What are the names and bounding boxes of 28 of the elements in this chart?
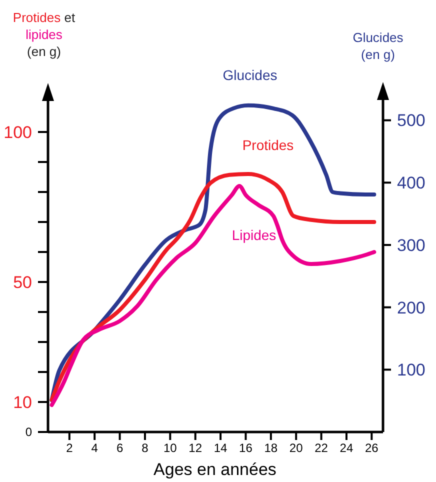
x-tick-label: 10 xyxy=(163,441,178,455)
y2-tick-label: 200 xyxy=(397,298,426,318)
y-tick-label: 100 xyxy=(4,122,32,142)
x-tick-label: 4 xyxy=(91,441,98,455)
series-label: Protides xyxy=(242,137,294,153)
y2-tick-label: 400 xyxy=(397,174,426,193)
series-label: Lipides xyxy=(232,227,276,243)
x-tick-label: 20 xyxy=(289,441,304,455)
x-tick-label: 22 xyxy=(314,441,328,455)
x-axis-title: Ages en années xyxy=(154,460,276,479)
y-tick-label: 0 xyxy=(25,425,32,440)
x-tick-label: 6 xyxy=(116,441,124,455)
x-tick-label: 14 xyxy=(214,441,228,455)
x-tick-label: 2 xyxy=(66,441,74,455)
y2-tick-label: 100 xyxy=(397,360,426,380)
y2-axis-title: Glucides (en g) xyxy=(352,30,404,62)
series-label: Glucides xyxy=(222,67,278,83)
x-tick-label: 24 xyxy=(340,441,354,455)
y-tick-label: 10 xyxy=(13,392,32,412)
x-tick-label: 26 xyxy=(364,441,379,455)
y-tick-label: 50 xyxy=(13,272,32,292)
y2-tick-label: 500 xyxy=(397,111,426,130)
x-tick-label: 8 xyxy=(142,441,149,455)
x-tick-label: 16 xyxy=(239,441,253,455)
y2-tick-label: 300 xyxy=(397,236,426,255)
y-axis-title: Protides et lipides (en g) xyxy=(12,10,76,59)
x-tick-label: 18 xyxy=(264,441,278,455)
x-tick-label: 12 xyxy=(188,441,202,455)
